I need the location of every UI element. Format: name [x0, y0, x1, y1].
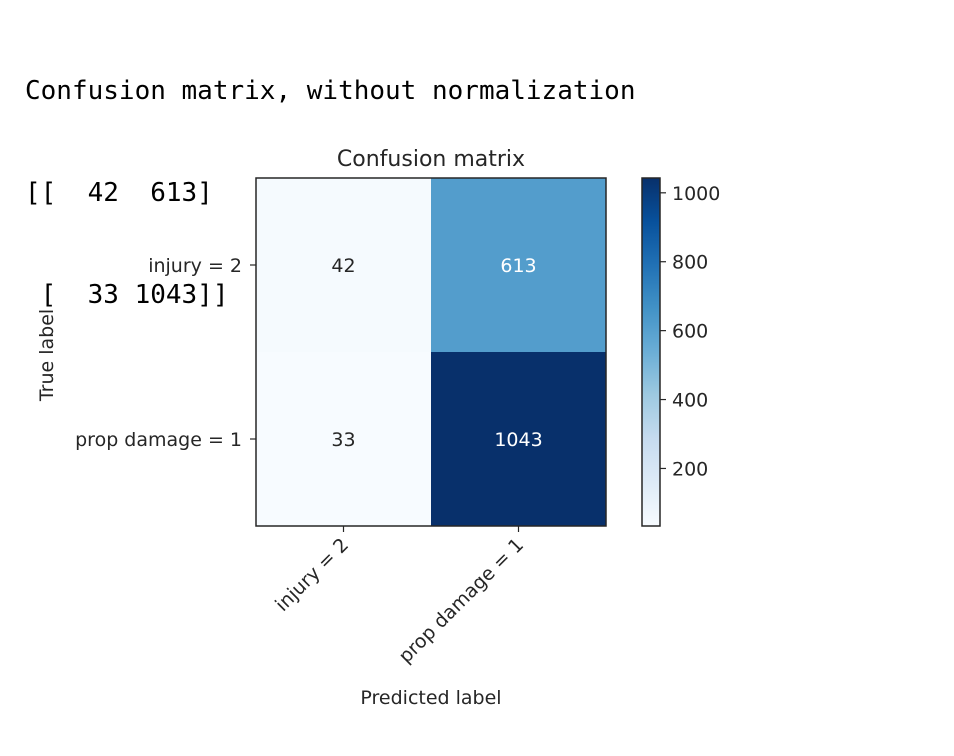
- colorbar-ticks: 200 400 600 800 1000: [660, 183, 720, 480]
- colorbar-tick-label: 600: [672, 321, 708, 343]
- y-tick-label: injury = 2: [148, 255, 242, 277]
- colorbar-tick-label: 200: [672, 458, 708, 480]
- x-axis-ticks: injury = 2 prop damage = 1: [271, 526, 528, 668]
- cell-value-label: 33: [331, 429, 355, 451]
- heatmap-cell: [256, 352, 431, 526]
- y-tick-label: prop damage = 1: [75, 429, 242, 451]
- heatmap-cell: [431, 352, 606, 526]
- console-matrix-row: [ 33 1043]]: [25, 280, 229, 310]
- cell-value-label: 1043: [494, 429, 542, 451]
- colorbar-tick-label: 1000: [672, 183, 720, 205]
- colorbar: [641, 177, 661, 527]
- colorbar-tick-label: 800: [672, 252, 708, 274]
- x-tick-label: prop damage = 1: [394, 534, 528, 668]
- confusion-matrix-chart: Confusion matrix 42 613 33 1043 injury = 2 p…: [36, 147, 720, 709]
- colorbar-tick-label: 400: [672, 390, 708, 412]
- cell-value-label: 42: [331, 255, 355, 277]
- x-axis-label: Predicted label: [360, 687, 501, 709]
- y-axis-label: True label: [36, 309, 58, 402]
- console-matrix-row: [[ 42 613]: [25, 178, 213, 208]
- console-header: Confusion matrix, without normalization: [25, 76, 636, 106]
- plot-frame: [255, 177, 607, 527]
- chart-title: Confusion matrix: [337, 147, 525, 172]
- cell-value-label: 613: [500, 255, 536, 277]
- heatmap-cell: [431, 178, 606, 352]
- y-axis-ticks: injury = 2 prop damage = 1: [75, 255, 256, 451]
- console-output: Confusion matrix, without normalization …: [25, 6, 635, 346]
- x-tick-label: injury = 2: [271, 534, 353, 616]
- heatmap-cell: [256, 178, 431, 352]
- heatmap-cells: 42 613 33 1043: [256, 178, 606, 526]
